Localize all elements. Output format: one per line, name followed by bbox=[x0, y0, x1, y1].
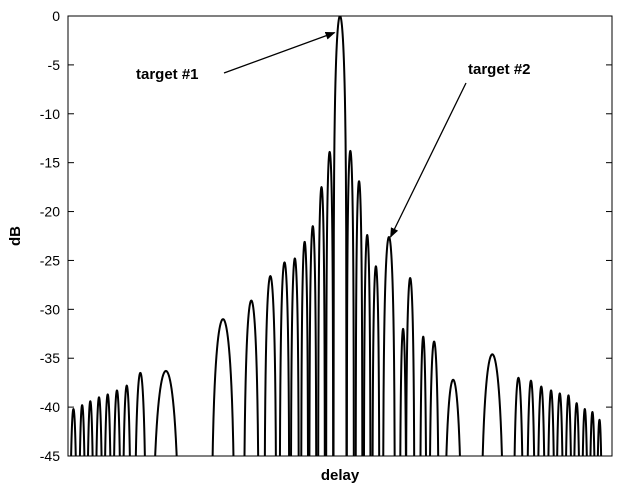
series-lobe bbox=[371, 265, 381, 456]
series-lobe bbox=[405, 277, 416, 456]
series-lobe bbox=[445, 378, 461, 456]
series-lobe bbox=[243, 299, 260, 456]
series-lobe bbox=[596, 418, 603, 456]
y-tick-label: -15 bbox=[40, 155, 60, 171]
y-tick-label: -5 bbox=[48, 57, 61, 73]
series-lobe bbox=[104, 393, 112, 456]
annotation-arrow bbox=[390, 82, 467, 238]
series-lobe bbox=[211, 318, 235, 456]
y-tick-label: -45 bbox=[40, 448, 60, 464]
annotation-arrow bbox=[223, 31, 336, 74]
series-lobe bbox=[300, 240, 309, 456]
series-lobe bbox=[70, 408, 77, 456]
series-lobe bbox=[317, 186, 326, 456]
y-tick-label: 0 bbox=[52, 8, 60, 24]
series-lobe bbox=[526, 379, 536, 456]
series-lobe bbox=[290, 257, 300, 456]
series-lobe bbox=[581, 408, 588, 456]
series-lobe bbox=[345, 149, 355, 456]
series-lobe bbox=[113, 389, 121, 456]
series-lobe bbox=[325, 150, 335, 456]
series-lobe bbox=[556, 392, 564, 456]
y-tick-label: -35 bbox=[40, 350, 60, 366]
series-lobe bbox=[78, 404, 86, 456]
y-axis-label: dB bbox=[7, 226, 24, 246]
y-tick-label: -40 bbox=[40, 399, 60, 415]
series-lobe bbox=[87, 400, 94, 456]
series-lobe bbox=[573, 402, 580, 456]
y-tick-label: -20 bbox=[40, 204, 60, 220]
series-lobe bbox=[537, 385, 546, 456]
series-lobe bbox=[419, 335, 427, 456]
annotation-label: target #2 bbox=[468, 61, 531, 78]
y-axis: 0 -5 -10 -15 -20 -25 -30 -35 -40 -45 bbox=[40, 8, 612, 464]
x-axis-label: delay bbox=[321, 467, 360, 484]
series-lobe bbox=[154, 369, 178, 456]
y-tick-label: -25 bbox=[40, 252, 60, 268]
series-line bbox=[70, 16, 603, 456]
annotation-label: target #1 bbox=[136, 66, 199, 83]
series-lobe bbox=[382, 235, 396, 456]
series-lobe bbox=[481, 353, 503, 456]
series-lobe bbox=[134, 371, 146, 456]
series-lobe bbox=[122, 384, 131, 456]
series-lobe bbox=[513, 376, 524, 456]
series-lobe bbox=[354, 180, 364, 456]
series-lobe bbox=[429, 340, 440, 456]
series-lobe bbox=[308, 225, 318, 456]
series-lobe bbox=[278, 261, 291, 456]
series-lobe bbox=[362, 234, 372, 456]
plot-frame bbox=[67, 15, 613, 457]
series-lobe bbox=[547, 389, 555, 456]
y-tick-label: -10 bbox=[40, 106, 60, 122]
series-lobe bbox=[263, 275, 277, 456]
series-lobe bbox=[565, 394, 572, 456]
series-lobe bbox=[332, 16, 348, 456]
series-lobe bbox=[589, 411, 596, 456]
series-lobe bbox=[399, 327, 407, 456]
series-lobe bbox=[95, 396, 103, 456]
annotations: target #1 target #2 bbox=[136, 31, 531, 238]
y-tick-label: -30 bbox=[40, 301, 60, 317]
